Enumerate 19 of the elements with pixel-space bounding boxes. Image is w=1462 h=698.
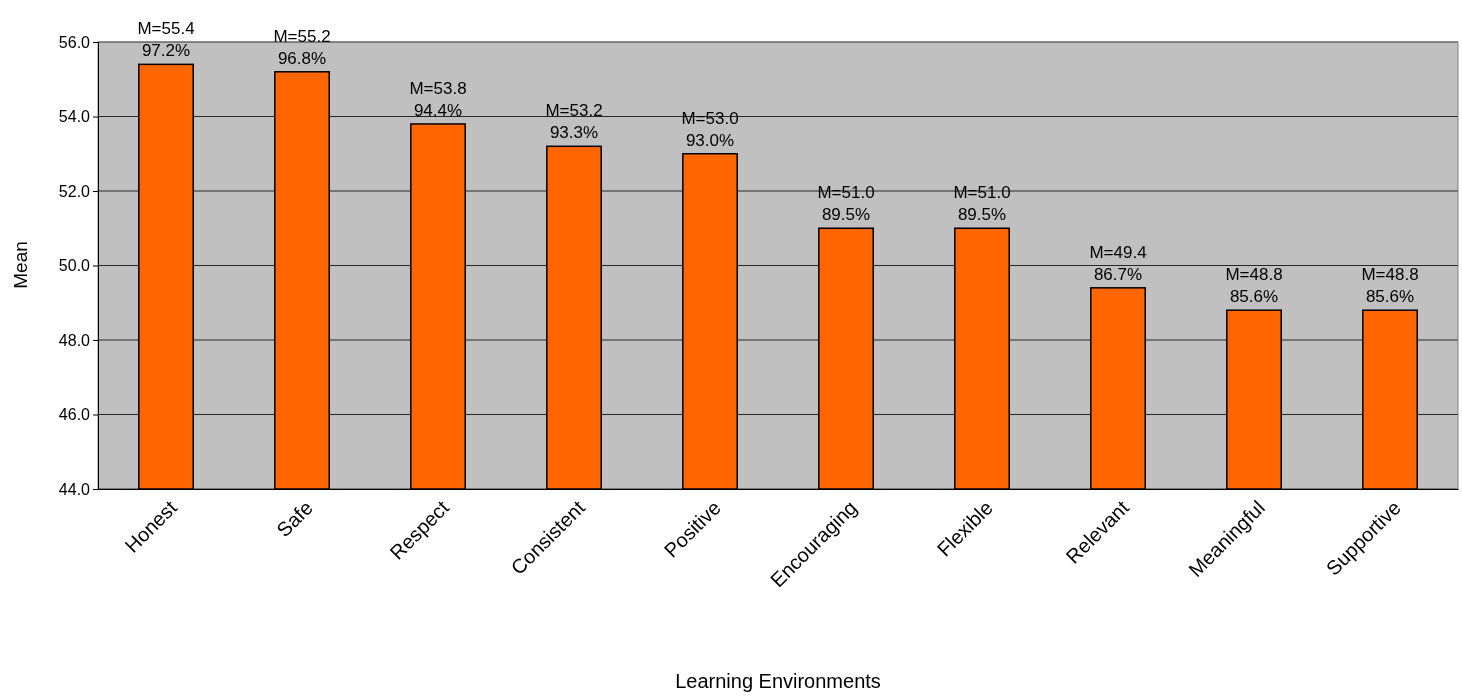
y-axis-title: Mean (10, 241, 31, 289)
x-axis-title: Learning Environments (675, 670, 881, 692)
y-tick-label: 54.0 (58, 108, 91, 126)
data-label: M=53.8 94.4% (409, 78, 467, 120)
y-tick-label: 46.0 (58, 406, 91, 424)
y-tick-label: 48.0 (58, 331, 91, 349)
data-label: M=55.2 96.8% (273, 26, 331, 68)
data-label: M=49.4 86.7% (1089, 242, 1147, 284)
y-tick-label: 44.0 (58, 480, 91, 498)
y-tick-label: 50.0 (58, 257, 91, 275)
x-tick-label: Safe (272, 496, 317, 542)
data-label: M=55.4 97.2% (137, 19, 195, 61)
data-label: M=48.8 85.6% (1225, 265, 1283, 307)
y-tick-label: 52.0 (58, 182, 91, 200)
data-label: M=51.0 89.5% (953, 183, 1011, 225)
y-tick-label: 56.0 (58, 33, 91, 51)
data-label: M=48.8 85.6% (1361, 265, 1419, 307)
data-label: M=53.2 93.3% (545, 101, 603, 143)
data-label: M=51.0 89.5% (817, 183, 875, 225)
